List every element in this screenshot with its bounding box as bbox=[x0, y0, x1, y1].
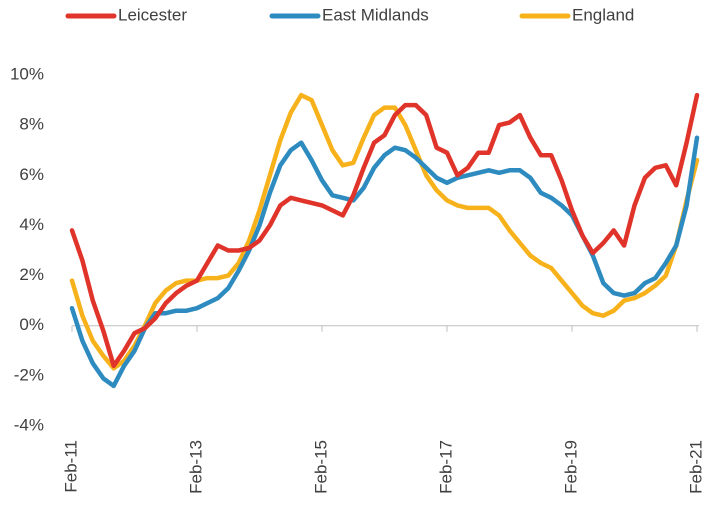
y-tick-label: -4% bbox=[14, 415, 44, 434]
x-tick-label: Feb-15 bbox=[311, 440, 330, 494]
x-tick-label: Feb-19 bbox=[561, 440, 580, 494]
y-tick-label: 2% bbox=[19, 265, 44, 284]
y-tick-label: -2% bbox=[14, 365, 44, 384]
x-tick-label: Feb-17 bbox=[436, 440, 455, 494]
y-tick-label: 0% bbox=[19, 315, 44, 334]
series-line bbox=[69, 92, 700, 369]
y-tick-label: 4% bbox=[19, 215, 44, 234]
x-tick-label: Feb-11 bbox=[61, 440, 80, 493]
series-line bbox=[69, 135, 700, 389]
legend-label: East Midlands bbox=[322, 5, 429, 24]
y-tick-label: 8% bbox=[19, 115, 44, 134]
legend-label: Leicester bbox=[118, 5, 187, 24]
y-tick-label: 10% bbox=[10, 64, 44, 83]
series-line bbox=[69, 92, 700, 371]
x-tick-label: Feb-21 bbox=[686, 440, 705, 494]
x-tick-label: Feb-13 bbox=[186, 440, 205, 494]
legend-label: England bbox=[572, 5, 634, 24]
y-tick-label: 6% bbox=[19, 165, 44, 184]
